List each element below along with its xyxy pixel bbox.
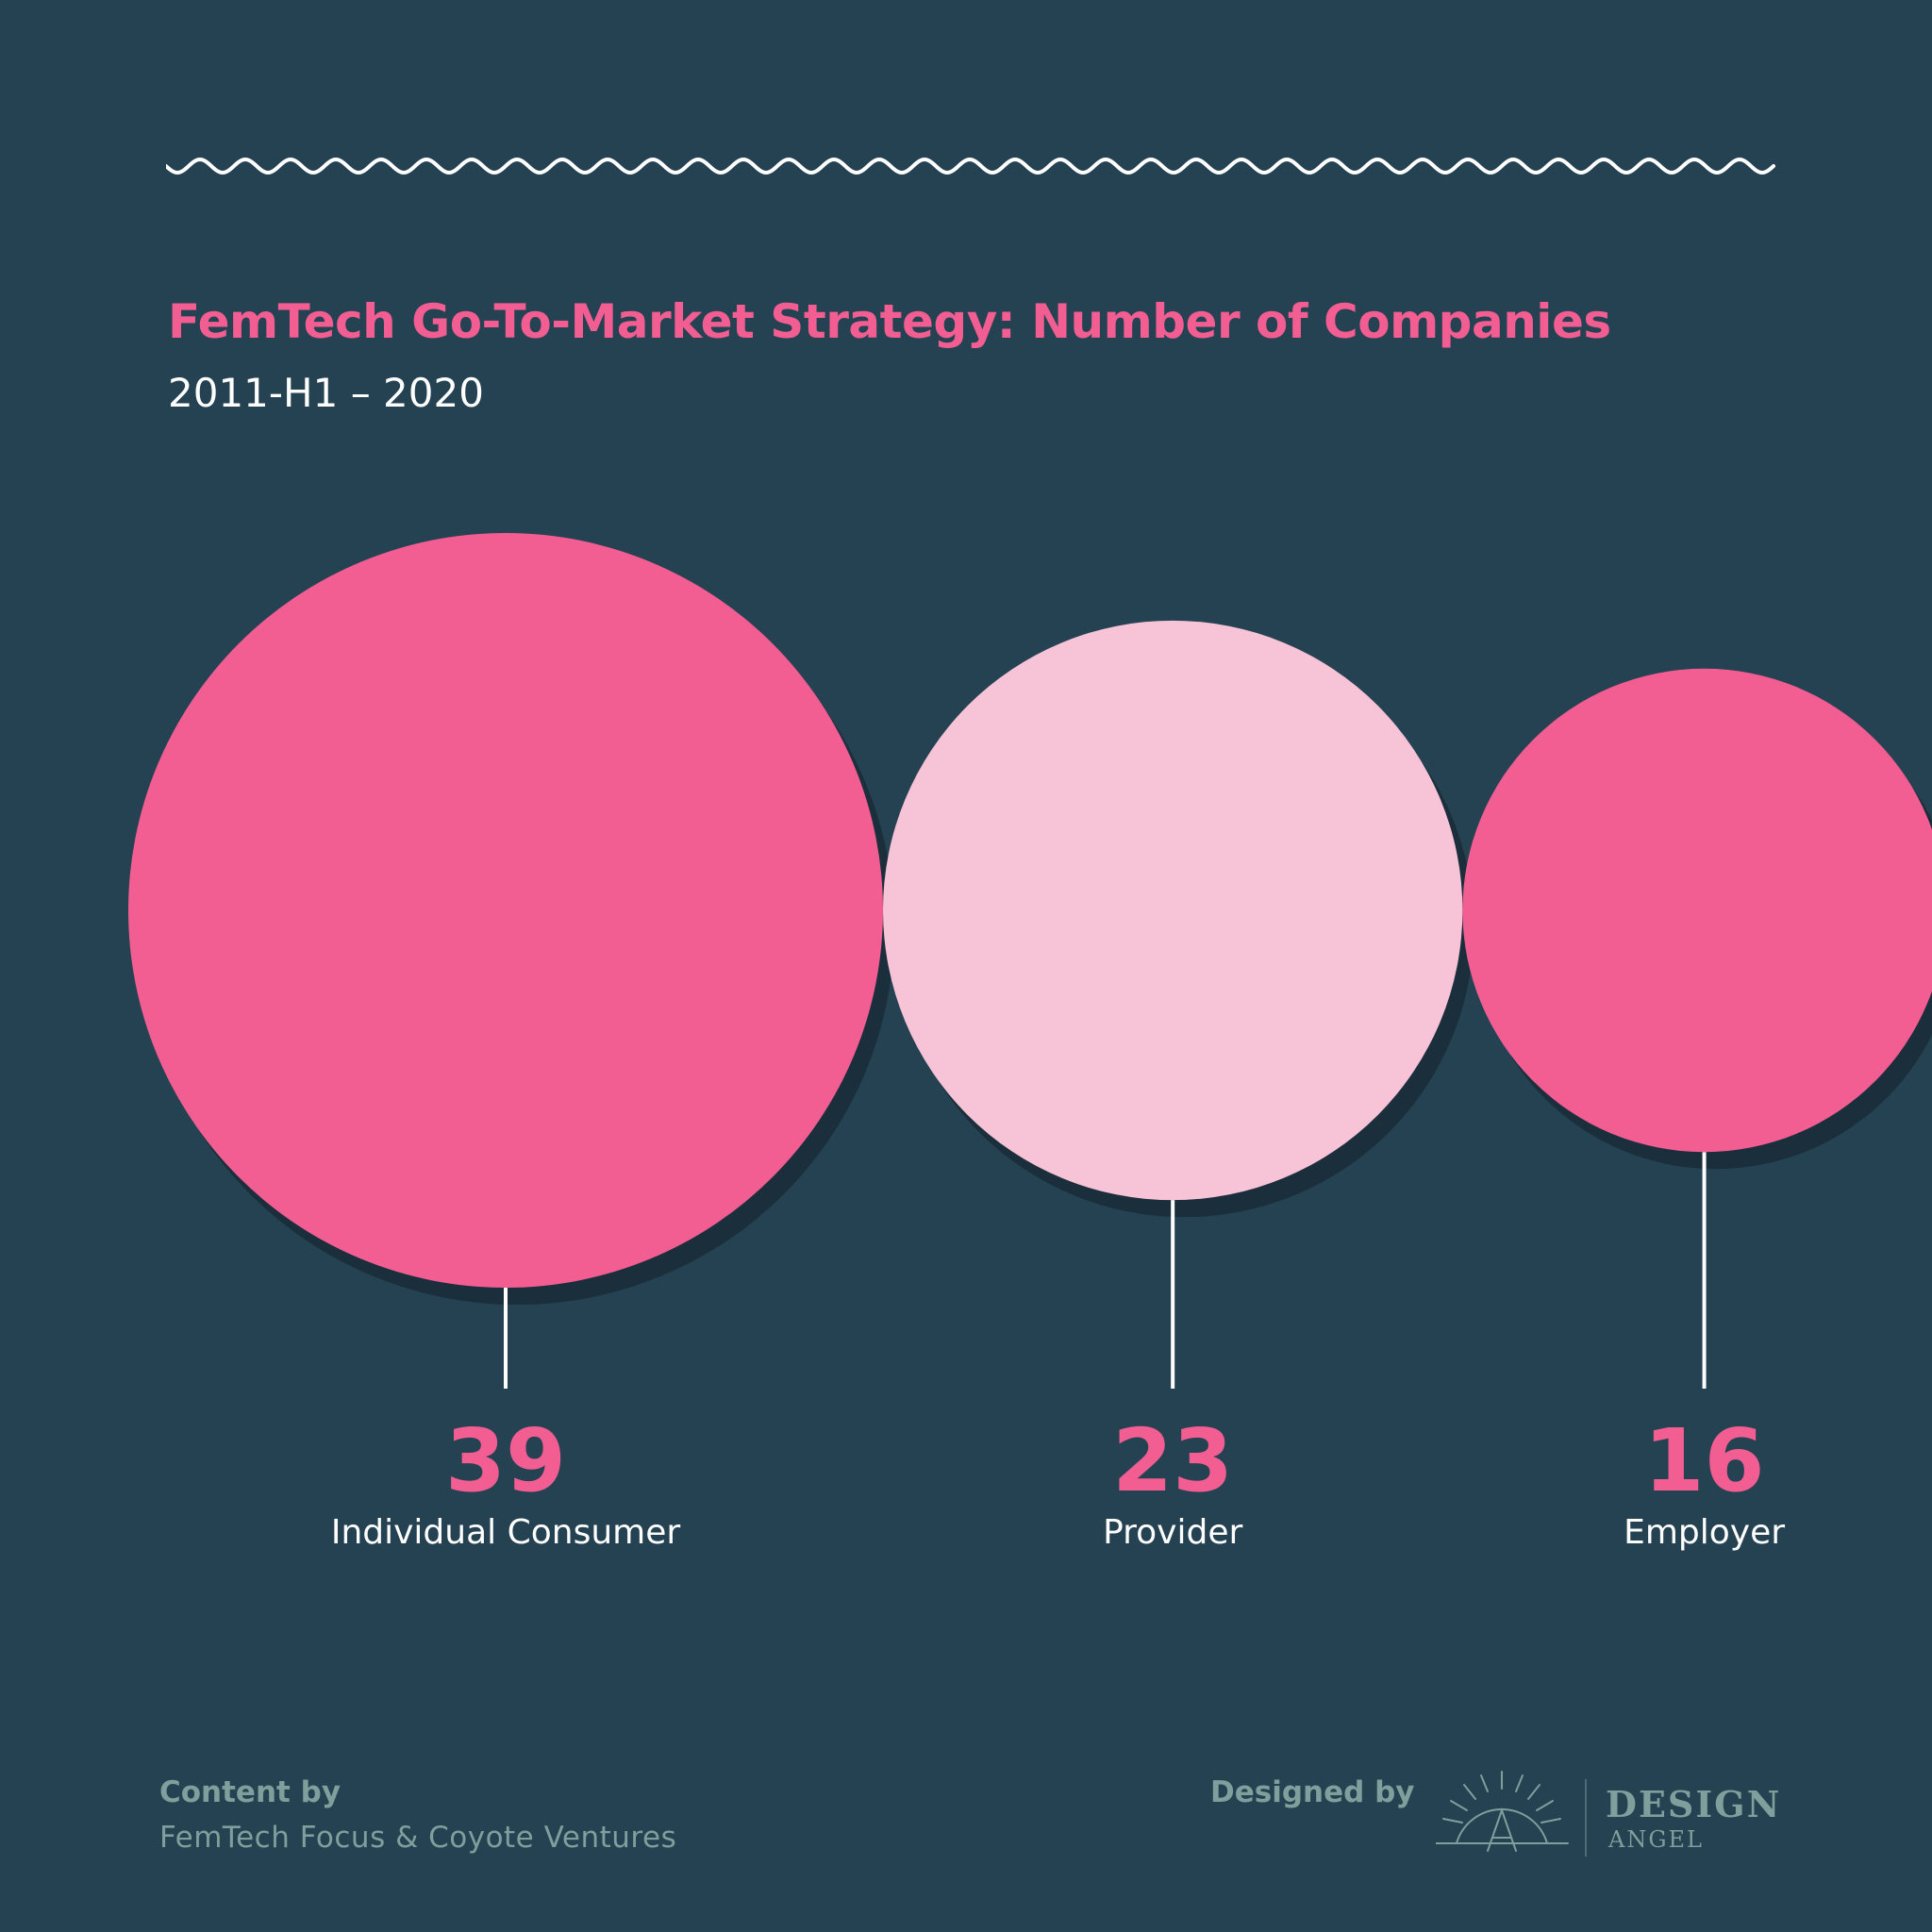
value-label-provider: 23 (1112, 1410, 1233, 1511)
sunrise-letter-a-icon (1436, 1771, 1569, 1852)
logo-word-angel: ANGEL (1608, 1826, 1704, 1853)
logo-divider (1585, 1779, 1587, 1857)
chart-title: FemTech Go-To-Market Strategy: Number of… (168, 294, 1611, 349)
logo-word-design: DESIGN (1606, 1783, 1782, 1825)
category-label-individual-consumer: Individual Consumer (331, 1513, 681, 1552)
category-label-employer: Employer (1624, 1513, 1785, 1552)
content-by-heading: Content by (159, 1775, 341, 1809)
category-label-provider: Provider (1103, 1513, 1242, 1552)
designed-by-heading: Designed by (1210, 1775, 1415, 1809)
bubble-provider (883, 620, 1463, 1201)
value-label-employer: 16 (1644, 1410, 1765, 1511)
chart-subtitle: 2011-H1 – 2020 (168, 370, 484, 416)
decorative-wave-divider (166, 157, 1775, 175)
bubble-employer (1462, 668, 1932, 1153)
value-label-individual-consumer: 39 (445, 1410, 566, 1511)
bubble-individual-consumer (128, 533, 883, 1288)
content-source: FemTech Focus & Coyote Ventures (159, 1821, 677, 1855)
